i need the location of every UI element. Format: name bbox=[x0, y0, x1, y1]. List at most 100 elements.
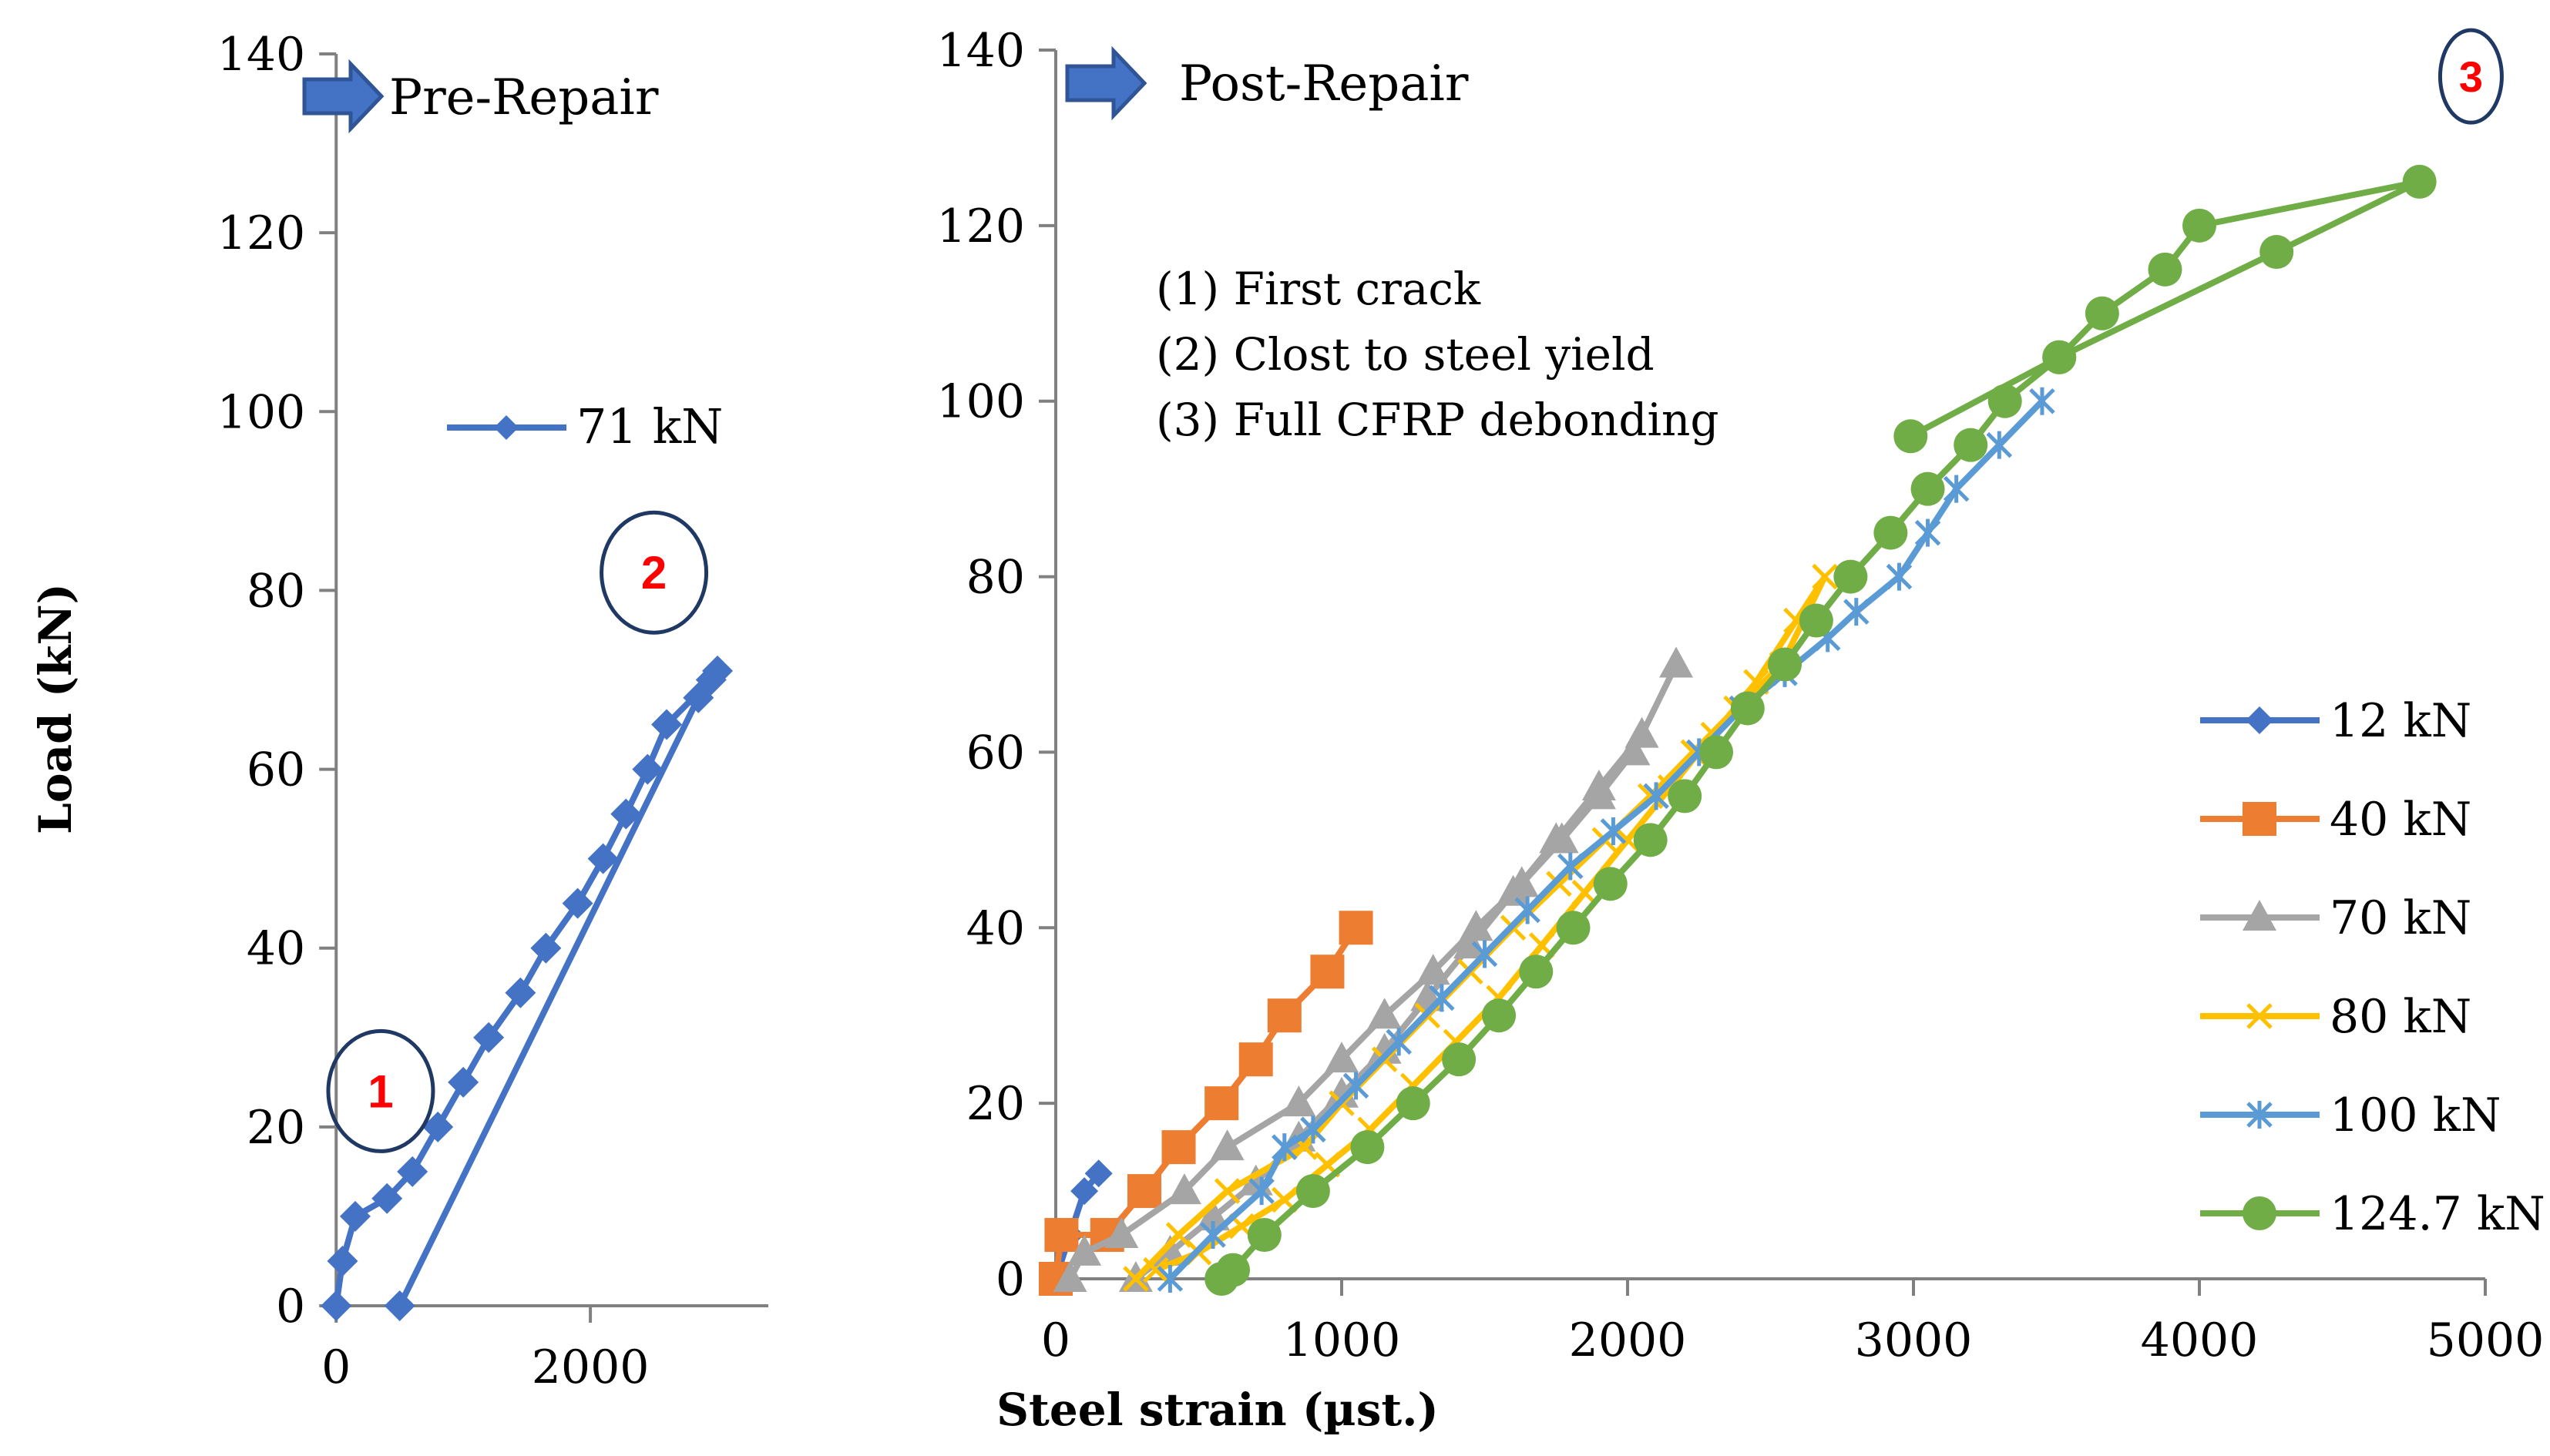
right-point-100kn bbox=[1386, 1028, 1412, 1056]
right-axes bbox=[1039, 49, 2487, 1296]
annotation-circle bbox=[2437, 28, 2504, 125]
right-annotation-3: 3 bbox=[2437, 28, 2504, 125]
right-point-1247kn bbox=[1987, 384, 2022, 418]
right-point-100kn bbox=[1886, 562, 1913, 591]
right-point-100kn bbox=[1471, 940, 1498, 968]
right-point-1247kn bbox=[1295, 1174, 1330, 1209]
right-y-tick-label: 140 bbox=[936, 24, 1025, 78]
pre-repair-title: Pre-Repair bbox=[302, 59, 659, 134]
right-point-1247kn bbox=[1833, 559, 1868, 594]
legend-marker-40kn bbox=[2243, 802, 2276, 836]
right-point-100kn bbox=[1300, 1115, 1326, 1144]
right-point-1247kn bbox=[1893, 419, 1928, 454]
right-point-1247kn bbox=[1556, 911, 1591, 945]
right-point-1247kn bbox=[1482, 998, 1517, 1033]
left-x-tick-label: 0 bbox=[321, 1340, 351, 1394]
right-point-100kn bbox=[2029, 387, 2055, 415]
right-point-70kn bbox=[1367, 998, 1402, 1029]
left-point-71kn bbox=[610, 798, 642, 830]
legend-marker-100kn bbox=[2246, 1101, 2273, 1129]
left-point-71kn bbox=[651, 709, 683, 740]
right-point-40kn bbox=[1339, 911, 1373, 945]
right-point-40kn bbox=[1238, 1042, 1273, 1077]
right-point-100kn bbox=[1986, 431, 2013, 459]
right-series-100kn bbox=[1157, 387, 2055, 1293]
right-y-tick-label: 80 bbox=[966, 551, 1025, 605]
right-y-tick-label: 60 bbox=[966, 726, 1025, 780]
right-point-1247kn bbox=[1247, 1218, 1282, 1253]
left-point-71kn bbox=[321, 1290, 352, 1321]
right-point-70kn bbox=[1624, 716, 1659, 748]
left-series bbox=[321, 655, 734, 1321]
right-point-80kn bbox=[1123, 1266, 1149, 1292]
pre-repair-title-text: Pre-Repair bbox=[389, 69, 659, 126]
legend-entry-12kn: 12 kN bbox=[2200, 694, 2471, 748]
right-point-1247kn bbox=[2259, 235, 2294, 270]
legend-entry-100kn: 100 kN bbox=[2200, 1089, 2501, 1142]
right-y-tick-label: 0 bbox=[996, 1253, 1025, 1307]
left-y-tick-label: 80 bbox=[247, 564, 305, 618]
right-point-12kn bbox=[1084, 1159, 1113, 1188]
right-point-70kn bbox=[1496, 874, 1530, 906]
right-point-70kn bbox=[1196, 1199, 1231, 1231]
right-annotations: 3 bbox=[2437, 28, 2504, 125]
legend-marker-80kn bbox=[2246, 1003, 2273, 1029]
right-point-100kn bbox=[1600, 817, 1627, 845]
right-point-70kn bbox=[1053, 1261, 1087, 1292]
left-point-71kn bbox=[562, 887, 593, 919]
right-point-40kn bbox=[1267, 998, 1302, 1033]
left-x-tick-label: 2000 bbox=[532, 1340, 650, 1394]
right-series bbox=[1039, 164, 2437, 1296]
arrow-right-icon bbox=[302, 59, 385, 134]
annotation-circle bbox=[600, 510, 709, 635]
right-point-70kn bbox=[1167, 1173, 1201, 1205]
right-point-1247kn bbox=[1593, 867, 1628, 901]
right-point-70kn bbox=[1325, 1076, 1359, 1108]
right-point-1247kn bbox=[1910, 471, 1945, 506]
right-point-80kn bbox=[1214, 1178, 1241, 1204]
note-steel-yield: (2) Clost to steel yield bbox=[1156, 328, 1655, 381]
right-point-100kn bbox=[1843, 598, 1870, 626]
right-point-1247kn bbox=[1699, 735, 1734, 770]
right-point-1247kn bbox=[1350, 1130, 1385, 1165]
legend-label-100kn: 100 kN bbox=[2330, 1089, 2501, 1142]
right-point-1247kn bbox=[1216, 1253, 1251, 1287]
right-point-1247kn bbox=[2148, 252, 2182, 287]
right-point-80kn bbox=[1143, 1256, 1169, 1283]
left-legend: 71 kN bbox=[447, 398, 723, 455]
right-point-100kn bbox=[1643, 782, 1669, 810]
arrow-right-icon bbox=[1065, 45, 1147, 121]
right-point-100kn bbox=[1200, 1221, 1226, 1250]
left-point-71kn bbox=[473, 1022, 505, 1053]
right-point-40kn bbox=[1204, 1086, 1239, 1121]
right-x-tick-label: 2000 bbox=[1569, 1313, 1687, 1367]
x-axis-label: Steel strain (µst.) bbox=[996, 1384, 1439, 1436]
right-point-40kn bbox=[1127, 1174, 1162, 1209]
y-axis-label: Load (kN) bbox=[29, 583, 82, 834]
right-point-1247kn bbox=[1954, 428, 1988, 462]
notes-box: (1) First crack (2) Clost to steel yield… bbox=[1156, 263, 1719, 446]
right-line-12kn bbox=[1053, 1170, 1102, 1282]
right-legend: 12 kN 40 kN 70 kN 80 kN 100 kN 124.7 kN bbox=[2200, 694, 2545, 1241]
right-point-1247kn bbox=[2085, 296, 2119, 330]
right-point-1247kn bbox=[1668, 779, 1702, 814]
right-x-tick-label: 0 bbox=[1041, 1313, 1070, 1367]
right-point-70kn bbox=[1416, 954, 1450, 985]
right-series-70kn bbox=[1053, 646, 1694, 1292]
right-point-80kn bbox=[1614, 827, 1641, 854]
right-point-70kn bbox=[1616, 734, 1651, 766]
right-x-tick-label: 4000 bbox=[2141, 1313, 2259, 1367]
left-point-71kn bbox=[505, 977, 536, 1008]
left-annotation-2: 2 bbox=[600, 510, 709, 635]
right-tick-labels: 0 20 40 60 80 100 120 140 0 1000 2000 3000 4000 5000 bbox=[936, 24, 2544, 1367]
pre-repair-chart: 0 20 40 60 80 100 120 140 0 2000 Pre-Repair Load … bbox=[29, 28, 768, 1394]
right-point-70kn bbox=[1659, 646, 1694, 678]
right-x-tick-label: 5000 bbox=[2427, 1313, 2545, 1367]
right-line-70kn bbox=[1067, 661, 1680, 1282]
legend-marker-71kn bbox=[494, 415, 519, 440]
left-series-71kn bbox=[321, 655, 734, 1321]
right-point-70kn bbox=[1282, 1085, 1316, 1117]
right-point-1247kn bbox=[1799, 603, 1833, 638]
right-point-70kn bbox=[1210, 1129, 1245, 1161]
